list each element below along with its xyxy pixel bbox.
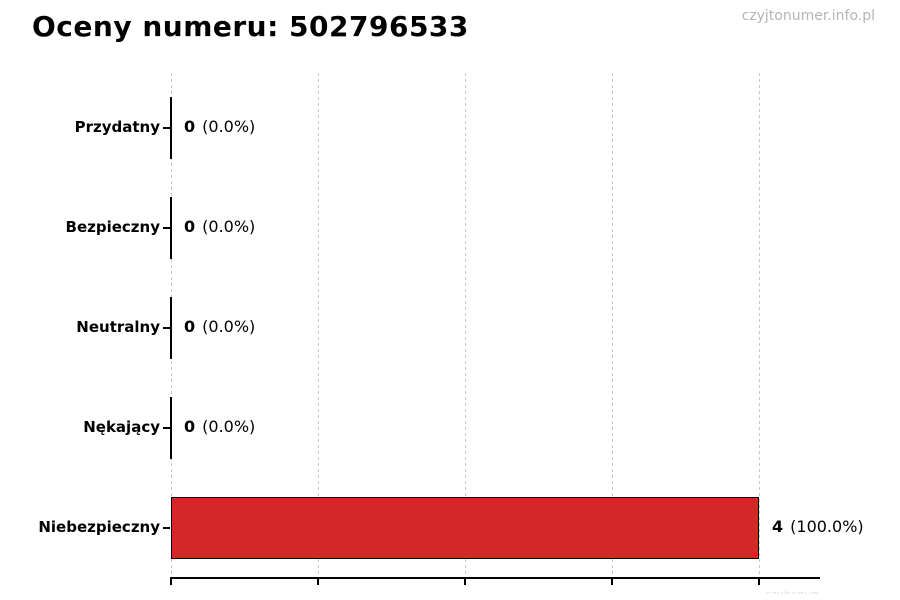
- value-percentage: (0.0%): [202, 117, 256, 136]
- category-label: Przydatny: [74, 118, 160, 136]
- y-axis-tick: [163, 427, 170, 429]
- gridline-x4: [758, 73, 760, 578]
- gridline-x3: [611, 73, 613, 578]
- category-label: Niebezpieczny: [38, 518, 160, 536]
- value-percentage: (0.0%): [202, 417, 256, 436]
- category-label: Bezpieczny: [65, 218, 160, 236]
- category-label: Nękający: [83, 418, 160, 436]
- x-axis-tick-1: [317, 579, 319, 585]
- value-count: 0: [184, 317, 196, 336]
- bar-bezpieczny: [170, 197, 172, 259]
- bar-neutralny: [170, 297, 172, 359]
- value-percentage: (100.0%): [790, 517, 864, 536]
- y-axis-tick: [163, 227, 170, 229]
- value-count: 0: [184, 217, 196, 236]
- y-axis-tick: [163, 527, 170, 529]
- value-count: 0: [184, 417, 196, 436]
- value-percentage: (0.0%): [202, 217, 256, 236]
- x-axis-tick-0: [170, 579, 172, 585]
- value-label: 0 (0.0%): [184, 417, 255, 436]
- x-axis-tick-3: [611, 579, 613, 585]
- x-axis-tick-2: [464, 579, 466, 585]
- watermark-bottom: czyjtonumer.info.pl: [765, 588, 819, 594]
- value-label: 0 (0.0%): [184, 117, 255, 136]
- bar-przydatny: [170, 97, 172, 159]
- bar-niebezpieczny: [171, 497, 759, 559]
- y-axis-tick: [163, 127, 170, 129]
- x-axis-tick-4: [758, 579, 760, 585]
- value-percentage: (0.0%): [202, 317, 256, 336]
- value-count: 0: [184, 117, 196, 136]
- value-label: 0 (0.0%): [184, 217, 255, 236]
- value-label: 4 (100.0%): [772, 517, 864, 536]
- bar-nękający: [170, 397, 172, 459]
- category-label: Neutralny: [76, 318, 160, 336]
- gridline-x2: [464, 73, 466, 578]
- x-axis-line: [170, 577, 820, 579]
- watermark-top: czyjtonumer.info.pl: [741, 8, 875, 24]
- value-label: 0 (0.0%): [184, 317, 255, 336]
- value-count: 4: [772, 517, 784, 536]
- chart-title: Oceny numeru: 502796533: [32, 10, 469, 43]
- gridline-x1: [317, 73, 319, 578]
- y-axis-tick: [163, 327, 170, 329]
